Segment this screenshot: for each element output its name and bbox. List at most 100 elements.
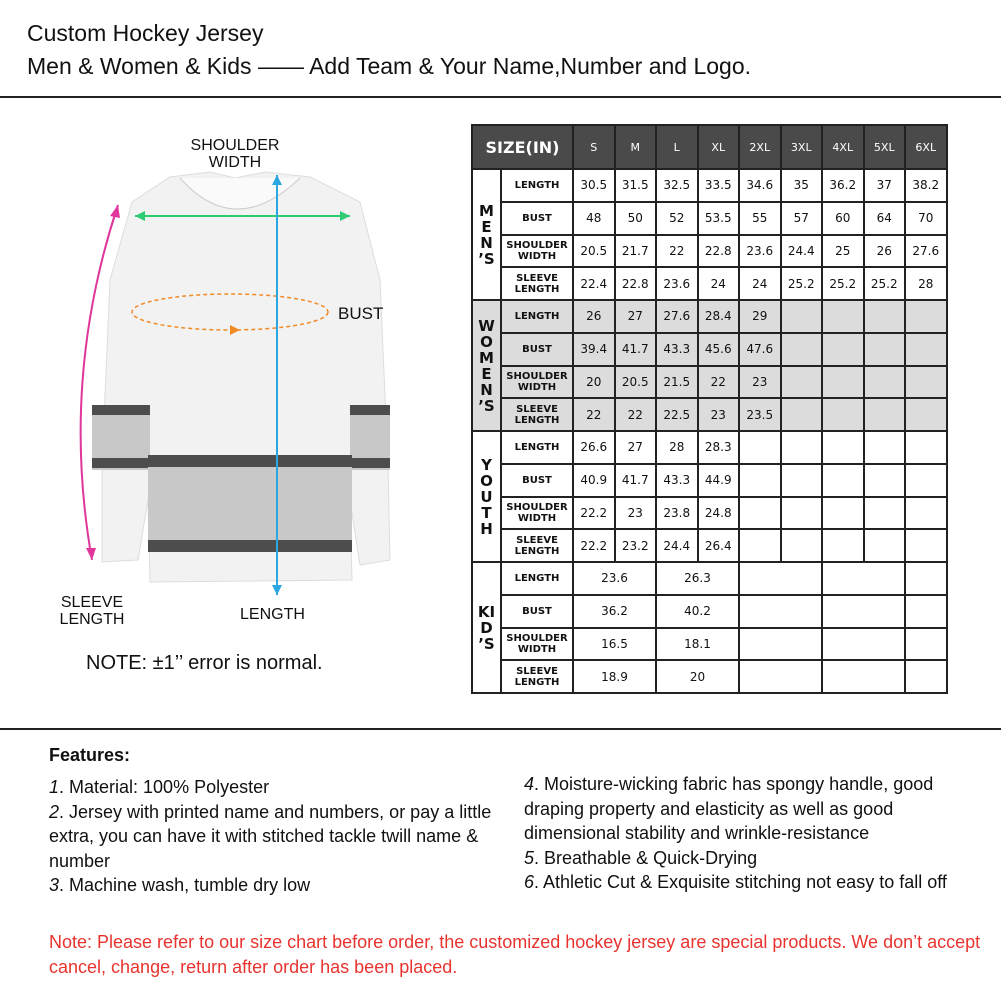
group-label-cell: KID’S (471, 561, 502, 694)
table-cell: 21.7 (613, 233, 657, 269)
table-cell: 64 (862, 200, 906, 236)
table-cell: 26 (572, 299, 616, 334)
group-label-cell: WOMEN’S (471, 299, 502, 432)
table-cell: 24.8 (696, 495, 740, 531)
table-cell (779, 430, 823, 465)
table-cell: 36.2 (572, 593, 657, 629)
table-cell (738, 430, 782, 465)
jersey-collar (179, 177, 301, 210)
size-column-header: L (655, 124, 699, 170)
table-cell (862, 430, 906, 465)
table-cell: 25.2 (821, 266, 865, 301)
table-cell: 23.6 (655, 266, 699, 301)
table-row: SLEEVE LENGTH 22.4 22.8 23.6 24 24 25.2 25.2 25.… (472, 266, 948, 301)
table-cell: 23.8 (655, 495, 699, 531)
table-cell: 60 (821, 200, 865, 236)
group-label: WOMEN’S (478, 316, 495, 415)
table-cell: 36.2 (821, 168, 865, 203)
table-row: SLEEVE LENGTH 18.9 20 (472, 659, 948, 694)
table-cell: 31.5 (613, 168, 657, 203)
group-label-cell: YOUTH (471, 430, 502, 563)
table-cell: 40.2 (655, 593, 740, 629)
table-cell: 27 (613, 299, 657, 334)
table-cell (779, 299, 823, 334)
table-cell (904, 593, 948, 629)
table-cell: 34.6 (738, 168, 782, 203)
group-label: KID’S (477, 602, 496, 653)
table-cell: 22.8 (613, 266, 657, 301)
table-cell: 43.3 (655, 462, 699, 498)
table-cell: 21.5 (655, 364, 699, 400)
order-warning: Note: Please refer to our size chart bef… (49, 932, 981, 977)
table-cell: 20 (572, 364, 616, 400)
table-cell: 24 (738, 266, 782, 301)
measure-label: LENGTH (500, 561, 574, 596)
feature-item: 1. Material: 100% Polyester (49, 775, 499, 800)
table-cell (821, 626, 906, 662)
table-cell: 25 (821, 233, 865, 269)
table-cell (904, 299, 948, 334)
feature-number: 4 (524, 774, 535, 794)
measure-label: BUST (500, 331, 574, 367)
table-cell (862, 397, 906, 432)
group-label: MEN’S (478, 201, 495, 268)
table-cell: 22.2 (572, 528, 616, 563)
table-cell: 41.7 (613, 462, 657, 498)
table-cell (779, 528, 823, 563)
measure-label: LENGTH (500, 168, 574, 203)
table-cell (904, 331, 948, 367)
features-left: 1. Material: 100% Polyester 2. Jersey wit… (49, 775, 499, 898)
table-cell (738, 626, 823, 662)
table-row: YOUTH LENGTH 26.6 27 28 28.3 (471, 430, 948, 563)
table-cell: 37 (862, 168, 906, 203)
table-cell: 22 (655, 233, 699, 269)
table-cell (862, 462, 906, 498)
table-cell (738, 659, 823, 694)
table-cell (821, 528, 865, 563)
table-cell: 26.4 (696, 528, 740, 563)
table-cell (862, 331, 906, 367)
table-cell (779, 462, 823, 498)
divider (0, 96, 1001, 98)
feature-item: 5. Breathable & Quick-Drying (524, 846, 974, 871)
measure-label: SLEEVE LENGTH (500, 397, 574, 432)
table-cell (821, 593, 906, 629)
measure-label: BUST (500, 200, 574, 236)
table-cell: 18.1 (655, 626, 740, 662)
table-cell: 23.6 (572, 561, 657, 596)
jersey-illustration (79, 171, 391, 595)
table-cell (821, 430, 865, 465)
table-cell: 48 (572, 200, 616, 236)
table-cell: 70 (904, 200, 948, 236)
table-cell (738, 561, 823, 596)
table-cell (904, 364, 948, 400)
table-cell: 29 (738, 299, 782, 334)
table-cell: 27 (613, 430, 657, 465)
table-cell: 24.4 (655, 528, 699, 563)
table-cell: 55 (738, 200, 782, 236)
size-column-header: 2XL (738, 124, 782, 170)
size-column-header: M (613, 124, 657, 170)
group-label: YOUTH (480, 455, 493, 538)
table-row: MEN’S LENGTH 30.5 31.5 32.5 33.5 34.6 35 36.2 37 3… (471, 168, 948, 301)
table-cell (779, 397, 823, 432)
table-cell: 50 (613, 200, 657, 236)
table-row: BUST 48 50 52 53.5 55 57 60 64 70 (472, 200, 948, 236)
table-cell: 18.9 (572, 659, 657, 694)
table-row: SHOULDER WIDTH 20.5 21.7 22 22.8 23.6 24.4 25 26… (472, 233, 948, 269)
table-cell: 22.2 (572, 495, 616, 531)
table-cell (904, 430, 948, 465)
measure-label: SHOULDER WIDTH (500, 364, 574, 400)
size-column-header: XL (696, 124, 740, 170)
table-cell: 57 (779, 200, 823, 236)
table-cell: 35 (779, 168, 823, 203)
table-cell: 23.5 (738, 397, 782, 432)
table-row: SHOULDER WIDTH 22.2 23 23.8 24.8 (472, 495, 948, 531)
table-cell: 23.6 (738, 233, 782, 269)
divider (0, 728, 1001, 730)
measure-label: SLEEVE LENGTH (500, 266, 574, 301)
page-title: Custom Hockey Jersey (27, 20, 264, 46)
table-cell: 40.9 (572, 462, 616, 498)
measure-label: LENGTH (500, 430, 574, 465)
table-row: SHOULDER WIDTH 20 20.5 21.5 22 23 (472, 364, 948, 400)
